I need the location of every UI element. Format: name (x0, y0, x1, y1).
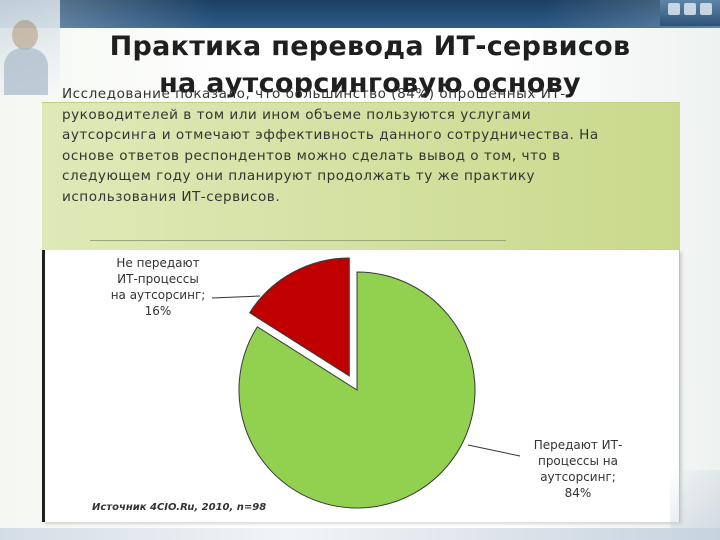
header-bar-highlight (0, 0, 720, 28)
page-title: Практика перевода ИТ-сервисов на аутсорс… (40, 28, 700, 102)
pie-group (238, 257, 476, 509)
description-text: Исследование показало, что большинство (… (62, 84, 672, 207)
slice-label-line: процессы на (538, 454, 618, 468)
description-line: основе ответов респондентов можно сделат… (62, 147, 561, 164)
pie-slice-no-outsourcing (248, 257, 350, 377)
description-line: Исследование показало, что большинство (… (62, 86, 566, 102)
corner-tab-icon (700, 3, 712, 15)
description-line: использования ИТ-сервисов. (62, 188, 281, 205)
description-line: аутсорсинга и отмечают эффективность дан… (62, 127, 599, 143)
photo-shirt-shape (4, 48, 48, 95)
slice-label-line: 16% (145, 304, 172, 318)
description-panel (42, 102, 680, 250)
photo-head-shape (12, 20, 38, 50)
page-title-line: на аутсорсинговую основу (159, 68, 581, 99)
divider (90, 240, 506, 241)
description-line: следующем году они планируют продолжать … (62, 168, 536, 184)
corner-tab-icon (684, 3, 696, 15)
pie-labels: Не передают ИТ-процессы на аутсорсинг; 1… (111, 256, 623, 500)
corner-decoration-icon (660, 0, 720, 26)
description-line: руководителей в том или ином объеме поль… (62, 106, 532, 123)
pie-slice-outsourcing (238, 271, 476, 509)
businessman-photo-icon (0, 0, 60, 95)
page-title-line: Практика перевода ИТ-сервисов (109, 31, 631, 62)
corner-accent (670, 470, 720, 528)
slice-label-line: Не передают (116, 256, 199, 270)
slice-label-line: Передают ИТ- (534, 438, 623, 452)
chart-source-note: Источник 4CIO.Ru, 2010, n=98 (92, 502, 267, 513)
leader-line-large-slice (467, 444, 521, 457)
slice-label-line: аутсорсинг; (540, 470, 616, 484)
footer-bar (0, 528, 720, 540)
slice-label-line: 84% (565, 486, 592, 500)
header-bar (0, 0, 720, 28)
leader-line-small-slice (211, 295, 261, 299)
slice-label-line: ИТ-процессы (117, 272, 199, 286)
corner-tab-icon (668, 3, 680, 15)
slice-label-line: на аутсорсинг; (111, 288, 206, 302)
